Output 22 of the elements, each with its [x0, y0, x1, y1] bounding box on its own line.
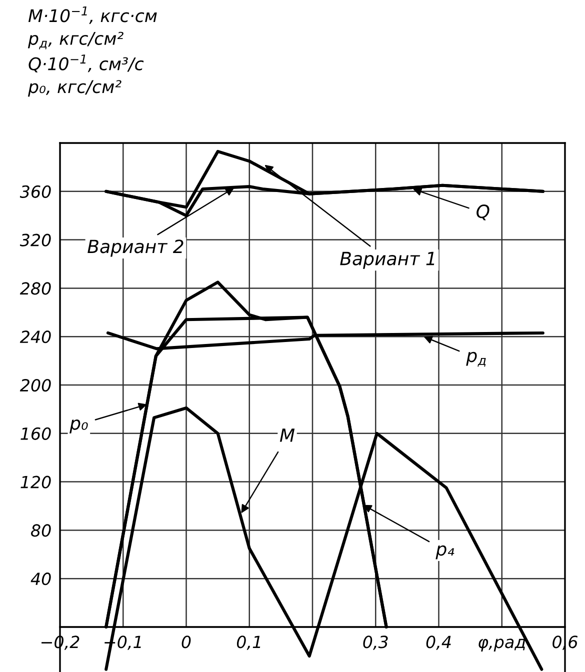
y-tick-label: 320 — [20, 234, 51, 246]
y-tick-label: 360 — [20, 185, 51, 198]
x-tick-label: 0,3 — [363, 636, 388, 650]
annotation: p$_{д}$ — [466, 352, 486, 367]
y-tick-label: 200 — [20, 378, 51, 392]
annotation: Q — [476, 204, 490, 220]
x-tick-label: 0,4 — [426, 636, 451, 650]
annotation: M — [280, 428, 295, 442]
x-tick-label: φ,рад — [478, 638, 526, 652]
annotation: p₀ — [70, 420, 88, 434]
y-tick-label: 40 — [30, 572, 51, 586]
annotation: p₄ — [436, 545, 454, 560]
x-tick-label: 0 — [182, 636, 191, 648]
y-tick-label: 280 — [20, 282, 51, 295]
text: M·10$^{−1}$, кгс·см p$_{д}$, кгс/см² Q·10$^{−1}$, см³/с p₀, кгс/см² — [28, 6, 157, 97]
y-tick-label: 120 — [20, 476, 51, 488]
y-tick-label: 80 — [31, 524, 51, 537]
annotation: Вариант 1 — [340, 252, 434, 269]
x-tick-label: 0,1 — [236, 636, 260, 650]
annotation: Вариант 2 — [88, 240, 184, 257]
y-tick-label: 160 — [20, 427, 51, 440]
y-tick-label: 240 — [20, 330, 51, 344]
